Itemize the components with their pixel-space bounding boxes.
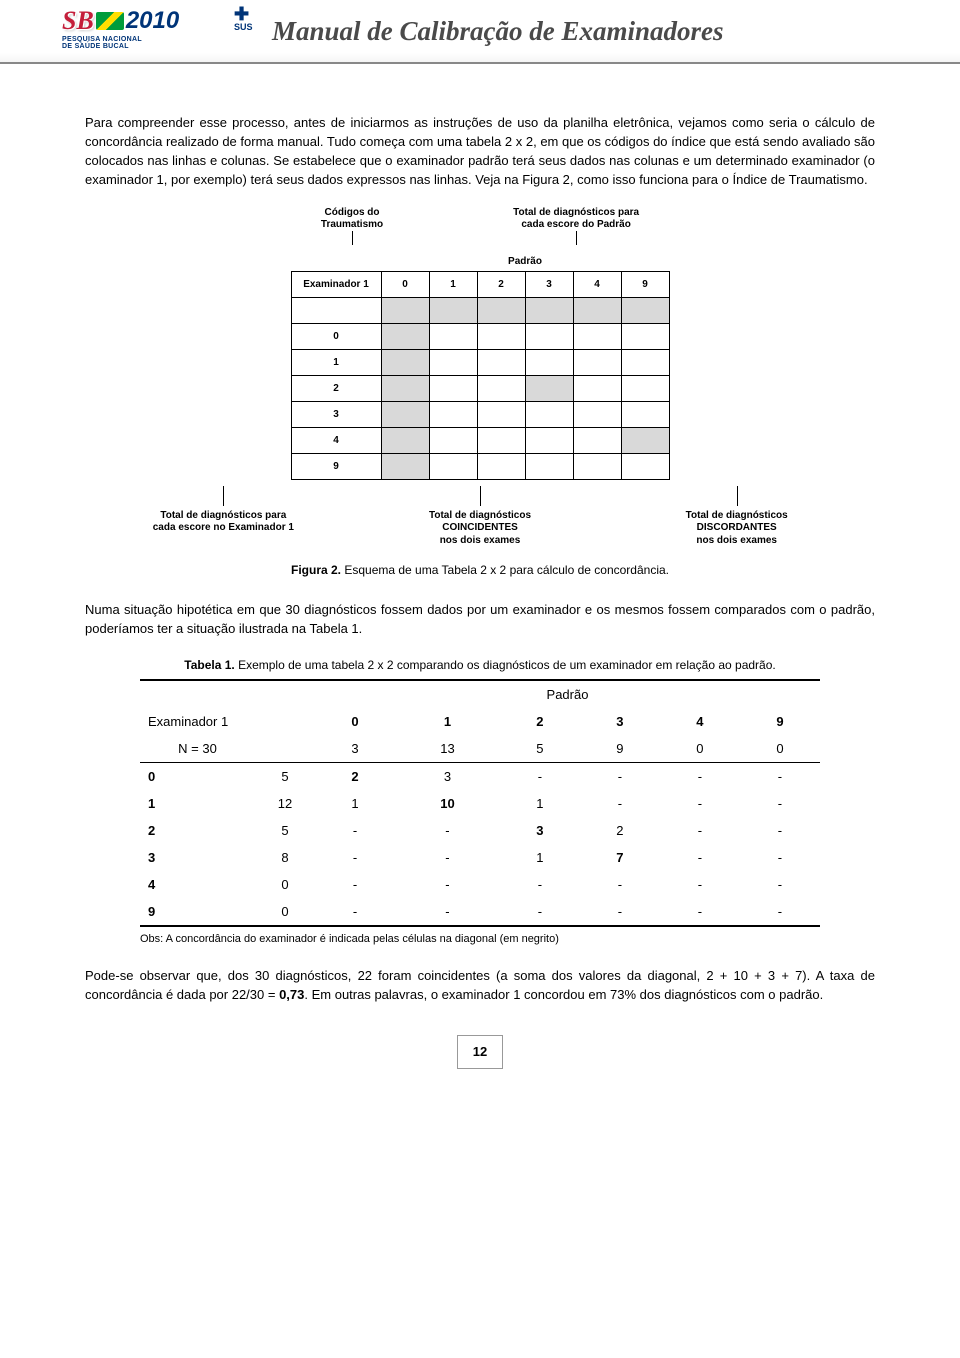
table1-caption: Tabela 1. Exemplo de uma tabela 2 x 2 co… [140, 657, 820, 673]
fig2-label-bot-3: Total de diagnósticos DISCORDANTES nos d… [618, 510, 855, 548]
brazil-flag-icon [96, 12, 124, 30]
table-cell: - [740, 817, 820, 844]
paragraph-2: Numa situação hipotética em que 30 diagn… [85, 601, 875, 639]
logo-year: 2010 [126, 7, 179, 35]
table-cell: 2 [315, 763, 395, 791]
table-cell: 2 [580, 817, 660, 844]
paragraph-3: Pode-se observar que, dos 30 diagnóstico… [85, 967, 875, 1005]
sus-plus-icon: ✚SUS [234, 4, 253, 30]
table1-padrao: Padrão [315, 680, 820, 708]
table-cell: - [580, 790, 660, 817]
figure-2: Códigos do Traumatismo Total de diagnóst… [85, 207, 875, 577]
table-cell: - [660, 790, 740, 817]
table1-grid: Padrão Examinador 1 0 1 2 3 4 9 N = 30 3… [140, 679, 820, 927]
table-cell: 3 [395, 763, 500, 791]
table-cell: - [660, 871, 740, 898]
page-content: Para compreender esse processo, antes de… [0, 64, 960, 1099]
fig2-padrao: Padrão [381, 251, 669, 271]
table-cell: - [660, 844, 740, 871]
banner: ✚SUS SB 2010 PESQUISA NACIONALDE SAÚDE B… [0, 0, 960, 64]
table-cell: - [500, 898, 580, 926]
table-cell: - [315, 817, 395, 844]
table-row-total: 12 [255, 790, 315, 817]
table-cell: - [660, 763, 740, 791]
table-cell: 1 [315, 790, 395, 817]
table-row-total: 0 [255, 898, 315, 926]
table-row-total: 0 [255, 871, 315, 898]
logo-sb: SB [62, 6, 94, 36]
table-cell: - [740, 844, 820, 871]
fig2-label-codes: Códigos do Traumatismo [321, 207, 383, 231]
table-cell: - [395, 817, 500, 844]
table-cell: - [740, 790, 820, 817]
table-row-code: 9 [140, 898, 255, 926]
table-cell: - [740, 763, 820, 791]
table1-obs: Obs: A concordância do examinador é indi… [140, 933, 820, 945]
table-row-total: 5 [255, 817, 315, 844]
table-cell: - [740, 871, 820, 898]
table-cell: - [660, 898, 740, 926]
table-row-code: 1 [140, 790, 255, 817]
table-cell: - [500, 871, 580, 898]
table-cell: - [395, 844, 500, 871]
table-cell: - [500, 763, 580, 791]
table-cell: - [395, 871, 500, 898]
fig2-table: Padrão Examinador 1 0 1 2 3 4 9 0 1 2 3 … [291, 251, 670, 480]
table-cell: - [580, 898, 660, 926]
logo-subtitle: PESQUISA NACIONALDE SAÚDE BUCAL [62, 36, 179, 50]
table-cell: 1 [500, 790, 580, 817]
table-cell: - [580, 763, 660, 791]
table-row-total: 8 [255, 844, 315, 871]
table-row-code: 3 [140, 844, 255, 871]
table-cell: - [315, 871, 395, 898]
table-cell: 3 [500, 817, 580, 844]
table-cell: - [580, 871, 660, 898]
fig2-label-bot-2: Total de diagnósticos COINCIDENTES nos d… [362, 510, 599, 548]
fig2-examiner-hdr: Examinador 1 [291, 271, 381, 297]
logo: ✚SUS SB 2010 PESQUISA NACIONALDE SAÚDE B… [62, 6, 179, 50]
fig2-label-totals-top: Total de diagnósticos para cada escore d… [513, 207, 639, 231]
table-cell: 10 [395, 790, 500, 817]
table-cell: - [740, 898, 820, 926]
table-cell: - [315, 898, 395, 926]
banner-title: Manual de Calibração de Examinadores [272, 16, 724, 47]
fig2-label-bot-1: Total de diagnósticos para cada escore n… [105, 510, 342, 548]
paragraph-1: Para compreender esse processo, antes de… [85, 114, 875, 189]
page-number: 12 [457, 1035, 503, 1069]
table-row-code: 4 [140, 871, 255, 898]
table-cell: 1 [500, 844, 580, 871]
table-row-code: 2 [140, 817, 255, 844]
table-cell: 7 [580, 844, 660, 871]
fig2-caption: Figura 2. Esquema de uma Tabela 2 x 2 pa… [85, 563, 875, 577]
table-1: Tabela 1. Exemplo de uma tabela 2 x 2 co… [140, 657, 820, 945]
table-cell: - [660, 817, 740, 844]
table-row-code: 0 [140, 763, 255, 791]
table-cell: - [395, 898, 500, 926]
table-cell: - [315, 844, 395, 871]
table-row-total: 5 [255, 763, 315, 791]
